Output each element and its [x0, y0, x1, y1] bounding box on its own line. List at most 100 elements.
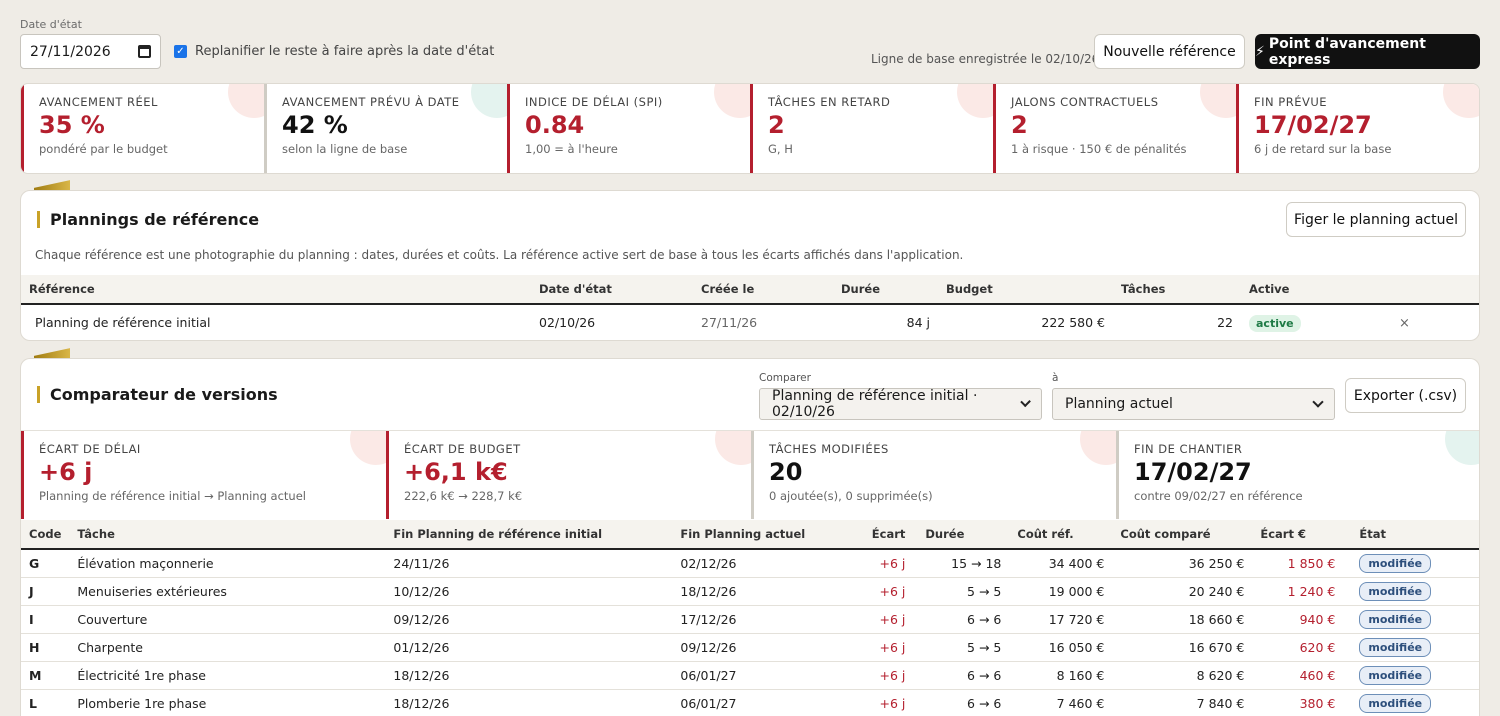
- column-header: Fin Planning actuel: [672, 520, 823, 550]
- kpi-site-end: FIN DE CHANTIER 17/02/27 contre 09/02/27…: [1116, 431, 1479, 519]
- reference-name: Planning de référence initial: [35, 315, 211, 330]
- column-header: [1391, 275, 1479, 305]
- kpi-value: 17/02/27: [1254, 111, 1372, 139]
- modified-badge[interactable]: modifiée: [1359, 665, 1432, 685]
- express-progress-button[interactable]: ⚡ Point d'avancement express: [1255, 34, 1480, 69]
- table-row[interactable]: J Menuiseries extérieures 10/12/26 18/12/26…: [21, 577, 1479, 606]
- column-header: Coût réf.: [1009, 520, 1113, 550]
- kpi-title: FIN PRÉVUE: [1254, 95, 1328, 109]
- kpi-subtitle: 222,6 k€ → 228,7 k€: [404, 489, 523, 503]
- freeze-planning-button[interactable]: Figer le planning actuel: [1286, 202, 1466, 237]
- reference-created: 27/11/26: [701, 315, 758, 330]
- kpi-actual-progress: AVANCEMENT RÉEL 35 % pondéré par le budg…: [21, 84, 264, 173]
- kpi-subtitle: 1,00 = à l'heure: [525, 142, 618, 156]
- cost-gap: 1 240 €: [1252, 577, 1344, 606]
- kpi-value: 42 %: [282, 111, 348, 139]
- close-icon[interactable]: ×: [1399, 315, 1410, 331]
- current-end: 09/12/26: [672, 633, 823, 662]
- baseline-end: 10/12/26: [385, 577, 673, 606]
- column-header: Tâches: [1113, 275, 1241, 305]
- baseline-cost: 34 400 €: [1009, 549, 1113, 578]
- kpi-subtitle: 6 j de retard sur la base: [1254, 142, 1392, 156]
- table-header-row: Code Tâche Fin Planning de référence ini…: [21, 520, 1479, 550]
- delay-gap: +6 j: [822, 605, 914, 634]
- status-date-label: Date d'état: [20, 18, 82, 31]
- current-end: 06/01/27: [672, 661, 823, 690]
- task-name: Élévation maçonnerie: [69, 549, 386, 578]
- state-cell: modifiée: [1343, 689, 1479, 716]
- kpi-delay-gap: ÉCART DE DÉLAI +6 j Planning de référenc…: [21, 431, 386, 519]
- baseline-end: 01/12/26: [385, 633, 673, 662]
- kpi-value: 20: [769, 458, 803, 486]
- active-badge[interactable]: active: [1249, 315, 1301, 332]
- compared-cost: 7 840 €: [1112, 689, 1253, 716]
- column-header: État: [1343, 520, 1479, 550]
- modified-badge[interactable]: modifiée: [1359, 581, 1432, 601]
- export-csv-button[interactable]: Exporter (.csv): [1345, 378, 1466, 413]
- kpi-subtitle: Planning de référence initial → Planning…: [39, 489, 306, 503]
- panel-title: Comparateur de versions: [37, 386, 278, 403]
- status-date-input[interactable]: 27/11/2026: [20, 34, 161, 69]
- kpi-milestones: JALONS CONTRACTUELS 2 1 à risque · 150 €…: [993, 84, 1236, 173]
- kpi-title: ÉCART DE DÉLAI: [39, 442, 141, 456]
- duration-change: 5 → 5: [913, 633, 1010, 662]
- task-code: L: [21, 689, 70, 716]
- active-cell: active: [1241, 304, 1391, 340]
- replan-label: Replanifier le reste à faire après la da…: [195, 44, 495, 59]
- table-row[interactable]: M Électricité 1re phase 18/12/26 06/01/27 +6…: [21, 661, 1479, 690]
- calendar-icon[interactable]: [138, 45, 151, 58]
- kpi-title: ÉCART DE BUDGET: [404, 442, 521, 456]
- modified-badge[interactable]: modifiée: [1359, 553, 1432, 573]
- kpi-value: 2: [768, 111, 785, 139]
- compared-cost: 18 660 €: [1112, 605, 1253, 634]
- kpi-subtitle: 1 à risque · 150 € de pénalités: [1011, 142, 1187, 156]
- comparison-kpis: ÉCART DE DÉLAI +6 j Planning de référenc…: [21, 430, 1479, 519]
- version-comparator-panel: Comparateur de versions Comparer Plannin…: [20, 358, 1480, 716]
- compared-cost: 36 250 €: [1112, 549, 1253, 578]
- modified-badge[interactable]: modifiée: [1359, 637, 1432, 657]
- duration-change: 5 → 5: [913, 577, 1010, 606]
- reference-plannings-panel: Plannings de référence Figer le planning…: [20, 190, 1480, 341]
- compare-label: Comparer: [759, 372, 811, 384]
- kpi-subtitle: G, H: [768, 142, 793, 156]
- table-row[interactable]: Planning de référence initial 02/10/26 2…: [21, 304, 1479, 340]
- task-name: Charpente: [69, 633, 386, 662]
- compare-from-select[interactable]: Planning de référence initial · 02/10/26: [759, 388, 1042, 420]
- table-header-row: Référence Date d'état Créée le Durée Bud…: [21, 275, 1479, 305]
- column-header: Tâche: [69, 520, 386, 550]
- replan-checkbox[interactable]: ✓: [174, 45, 187, 58]
- kpi-value: 2: [1011, 111, 1028, 139]
- kpi-title: TÂCHES EN RETARD: [768, 95, 891, 109]
- delay-gap: +6 j: [822, 689, 914, 716]
- column-header: Date d'état: [531, 275, 693, 305]
- compare-from-value: Planning de référence initial · 02/10/26: [772, 388, 978, 420]
- table-row[interactable]: G Élévation maçonnerie 24/11/26 02/12/26 +6 …: [21, 549, 1479, 578]
- comparison-table: Code Tâche Fin Planning de référence ini…: [21, 520, 1479, 716]
- new-reference-button[interactable]: Nouvelle référence: [1094, 34, 1245, 69]
- reference-tasks: 22: [1217, 315, 1233, 330]
- comparison-rows: G Élévation maçonnerie 24/11/26 02/12/26 +6 …: [21, 549, 1479, 716]
- delay-gap: +6 j: [822, 549, 914, 578]
- column-header: Coût comparé: [1112, 520, 1253, 550]
- replan-option[interactable]: ✓ Replanifier le reste à faire après la …: [174, 44, 494, 59]
- kpi-late-tasks: TÂCHES EN RETARD 2 G, H: [750, 84, 993, 173]
- compared-cost: 8 620 €: [1112, 661, 1253, 690]
- modified-badge[interactable]: modifiée: [1359, 609, 1432, 629]
- table-row[interactable]: L Plomberie 1re phase 18/12/26 06/01/27 +6 j…: [21, 689, 1479, 716]
- kpi-planned-progress: AVANCEMENT PRÉVU À DATE 42 % selon la li…: [264, 84, 507, 173]
- panel-description: Chaque référence est une photographie du…: [35, 248, 964, 262]
- task-code: I: [21, 605, 70, 634]
- kpi-spi: INDICE DE DÉLAI (SPI) 0.84 1,00 = à l'he…: [507, 84, 750, 173]
- kpi-title: AVANCEMENT RÉEL: [39, 95, 158, 109]
- compare-to-select[interactable]: Planning actuel: [1052, 388, 1335, 420]
- state-cell: modifiée: [1343, 577, 1479, 606]
- reference-budget: 222 580 €: [1041, 315, 1105, 330]
- current-end: 02/12/26: [672, 549, 823, 578]
- kpi-value: 0.84: [525, 111, 585, 139]
- kpi-title: JALONS CONTRACTUELS: [1011, 95, 1159, 109]
- modified-badge[interactable]: modifiée: [1359, 693, 1432, 713]
- baseline-end: 24/11/26: [385, 549, 673, 578]
- delay-gap: +6 j: [822, 633, 914, 662]
